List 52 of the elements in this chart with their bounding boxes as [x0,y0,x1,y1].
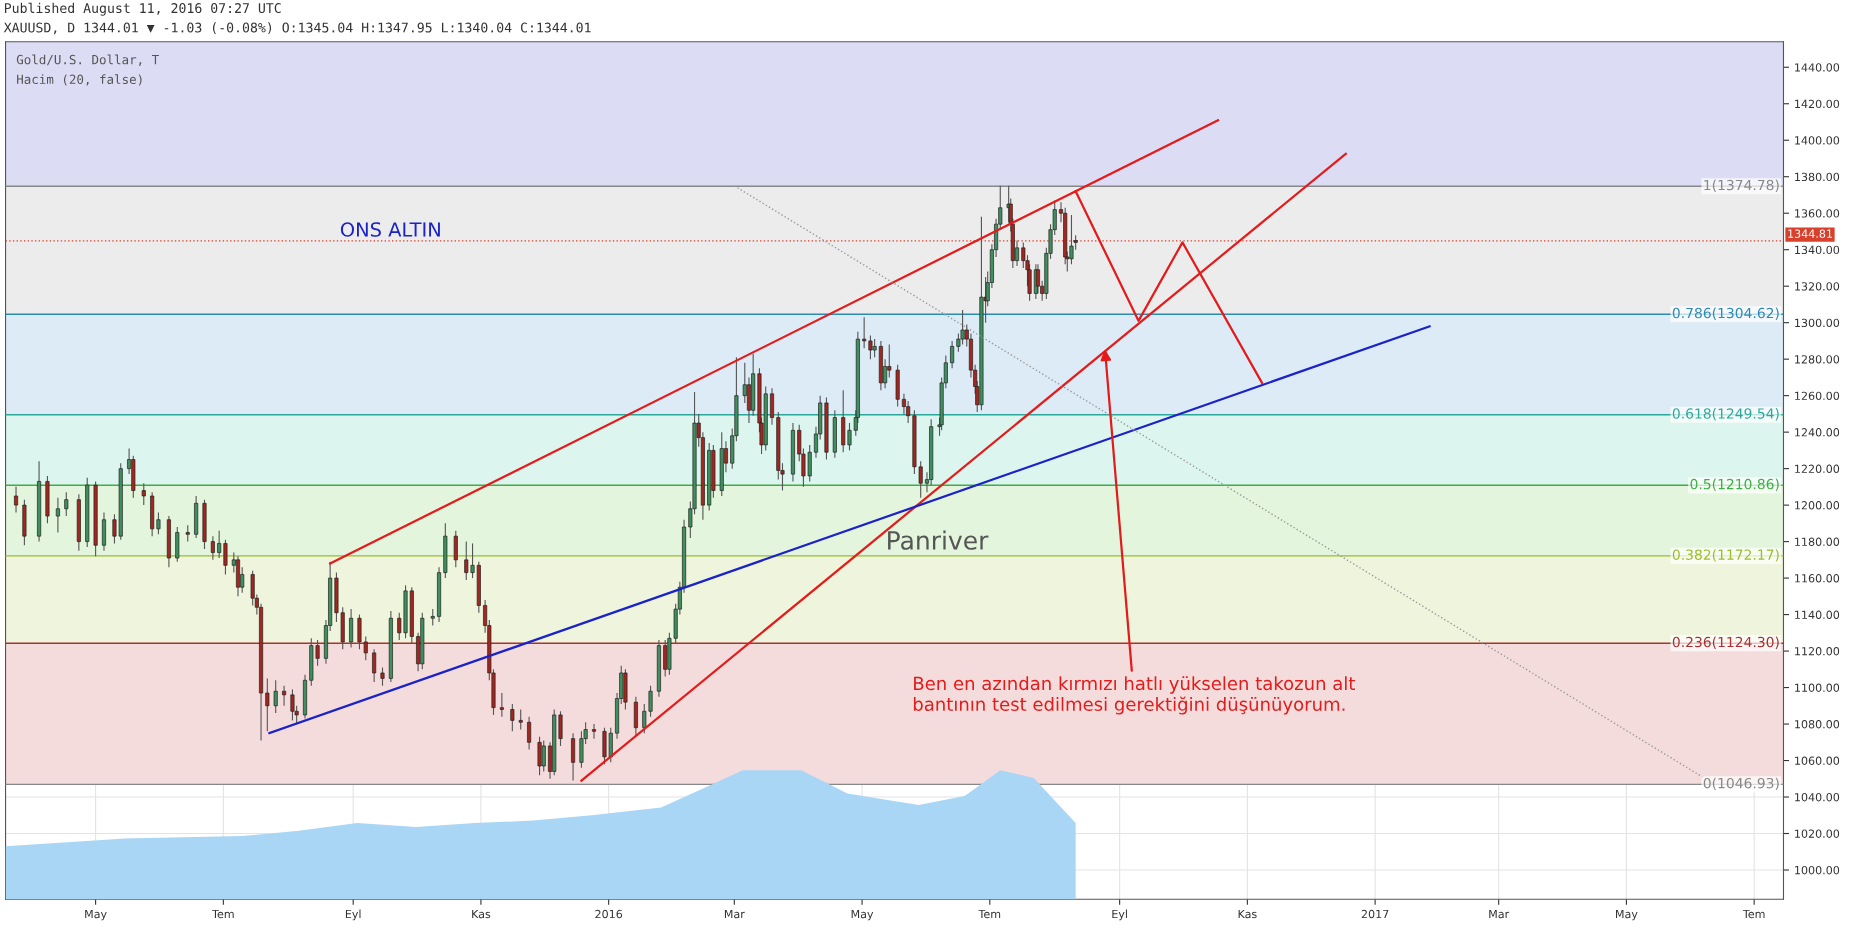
ref-line-label: 0.382(1172.17) [1672,549,1779,562]
y-tick-label: 1040.00 [1795,793,1840,802]
y-tick-label: 1000.00 [1795,865,1840,875]
x-tick-label: 2017 [1361,909,1389,919]
y-tick-label: 1380.00 [1795,172,1840,182]
y-tick-label: 1080.00 [1795,720,1840,729]
annotation: Panriver [888,530,989,550]
y-tick-label: 1220.00 [1795,464,1840,474]
x-tick-label: Kas [1238,909,1257,919]
annotation: Hacim (20, false) [17,74,142,86]
y-tick-label: 1300.00 [1795,318,1840,328]
ref-line-label: 0.786(1304.62) [1672,307,1779,320]
x-tick-label: May [1616,909,1638,921]
x-tick-label: Mar [724,909,745,919]
x-tick-label: Kas [472,909,491,919]
y-tick-label: 1020.00 [1795,829,1840,838]
x-tick-label: Tem [978,909,1001,919]
y-tick-label: 1320.00 [1795,282,1840,291]
y-tick-label: 1240.00 [1795,428,1840,437]
x-tick-label: Eyl [1112,909,1127,921]
y-tick-label: 1400.00 [1795,136,1840,145]
ref-line-label: 0(1046.93) [1703,777,1779,791]
y-tick-label: 1120.00 [1795,647,1840,656]
ref-line-label: 1344.81 [1788,229,1832,238]
x-tick-label: Mar [1489,909,1510,919]
y-tick-label: 1200.00 [1795,501,1840,510]
annotation: Gold/U.S. Dollar, T [16,54,159,66]
x-tick-label: May [851,909,874,921]
y-tick-label: 1140.00 [1795,610,1840,619]
y-tick-label: 1360.00 [1795,209,1840,218]
ref-line-label: 0.236(1124.30) [1672,636,1779,649]
y-tick-label: 1060.00 [1795,756,1840,765]
y-tick-label: 1340.00 [1795,245,1840,255]
y-tick-label: 1100.00 [1795,683,1840,692]
text: Published August 11, 2016 07:27 UTC [4,2,281,16]
text: XAUUSD, D 1344.01 ▼ -1.03 (-0.08%) O:1345.04 H:1347.95 L:1340.04 C:1344.01 [3,22,591,35]
ref-line-label: 0.618(1249.54) [1672,408,1779,421]
ref-line-label: 1(1374.78) [1704,179,1779,192]
y-tick-label: 1180.00 [1795,537,1840,546]
annotation: Ben en azından kırmızı hatlı yükselen takozun alt bantının test edilmesi gerektiğini düşünüyorum. [913,676,1355,715]
x-tick-label: 2016 [595,909,623,919]
y-tick-label: 1420.00 [1795,99,1840,109]
x-tick-label: Tem [212,909,234,919]
annotation: ONS ALTIN [340,222,440,237]
x-tick-label: Tem [1742,909,1765,919]
y-tick-label: 1260.00 [1795,391,1840,401]
x-tick-label: Eyl [345,909,361,921]
y-tick-label: 1280.00 [1795,355,1840,364]
y-tick-label: 1160.00 [1795,574,1840,583]
y-tick-label: 1440.00 [1795,63,1840,72]
ref-line-label: 0.5(1210.86) [1690,478,1779,491]
x-tick-label: May [85,909,107,921]
